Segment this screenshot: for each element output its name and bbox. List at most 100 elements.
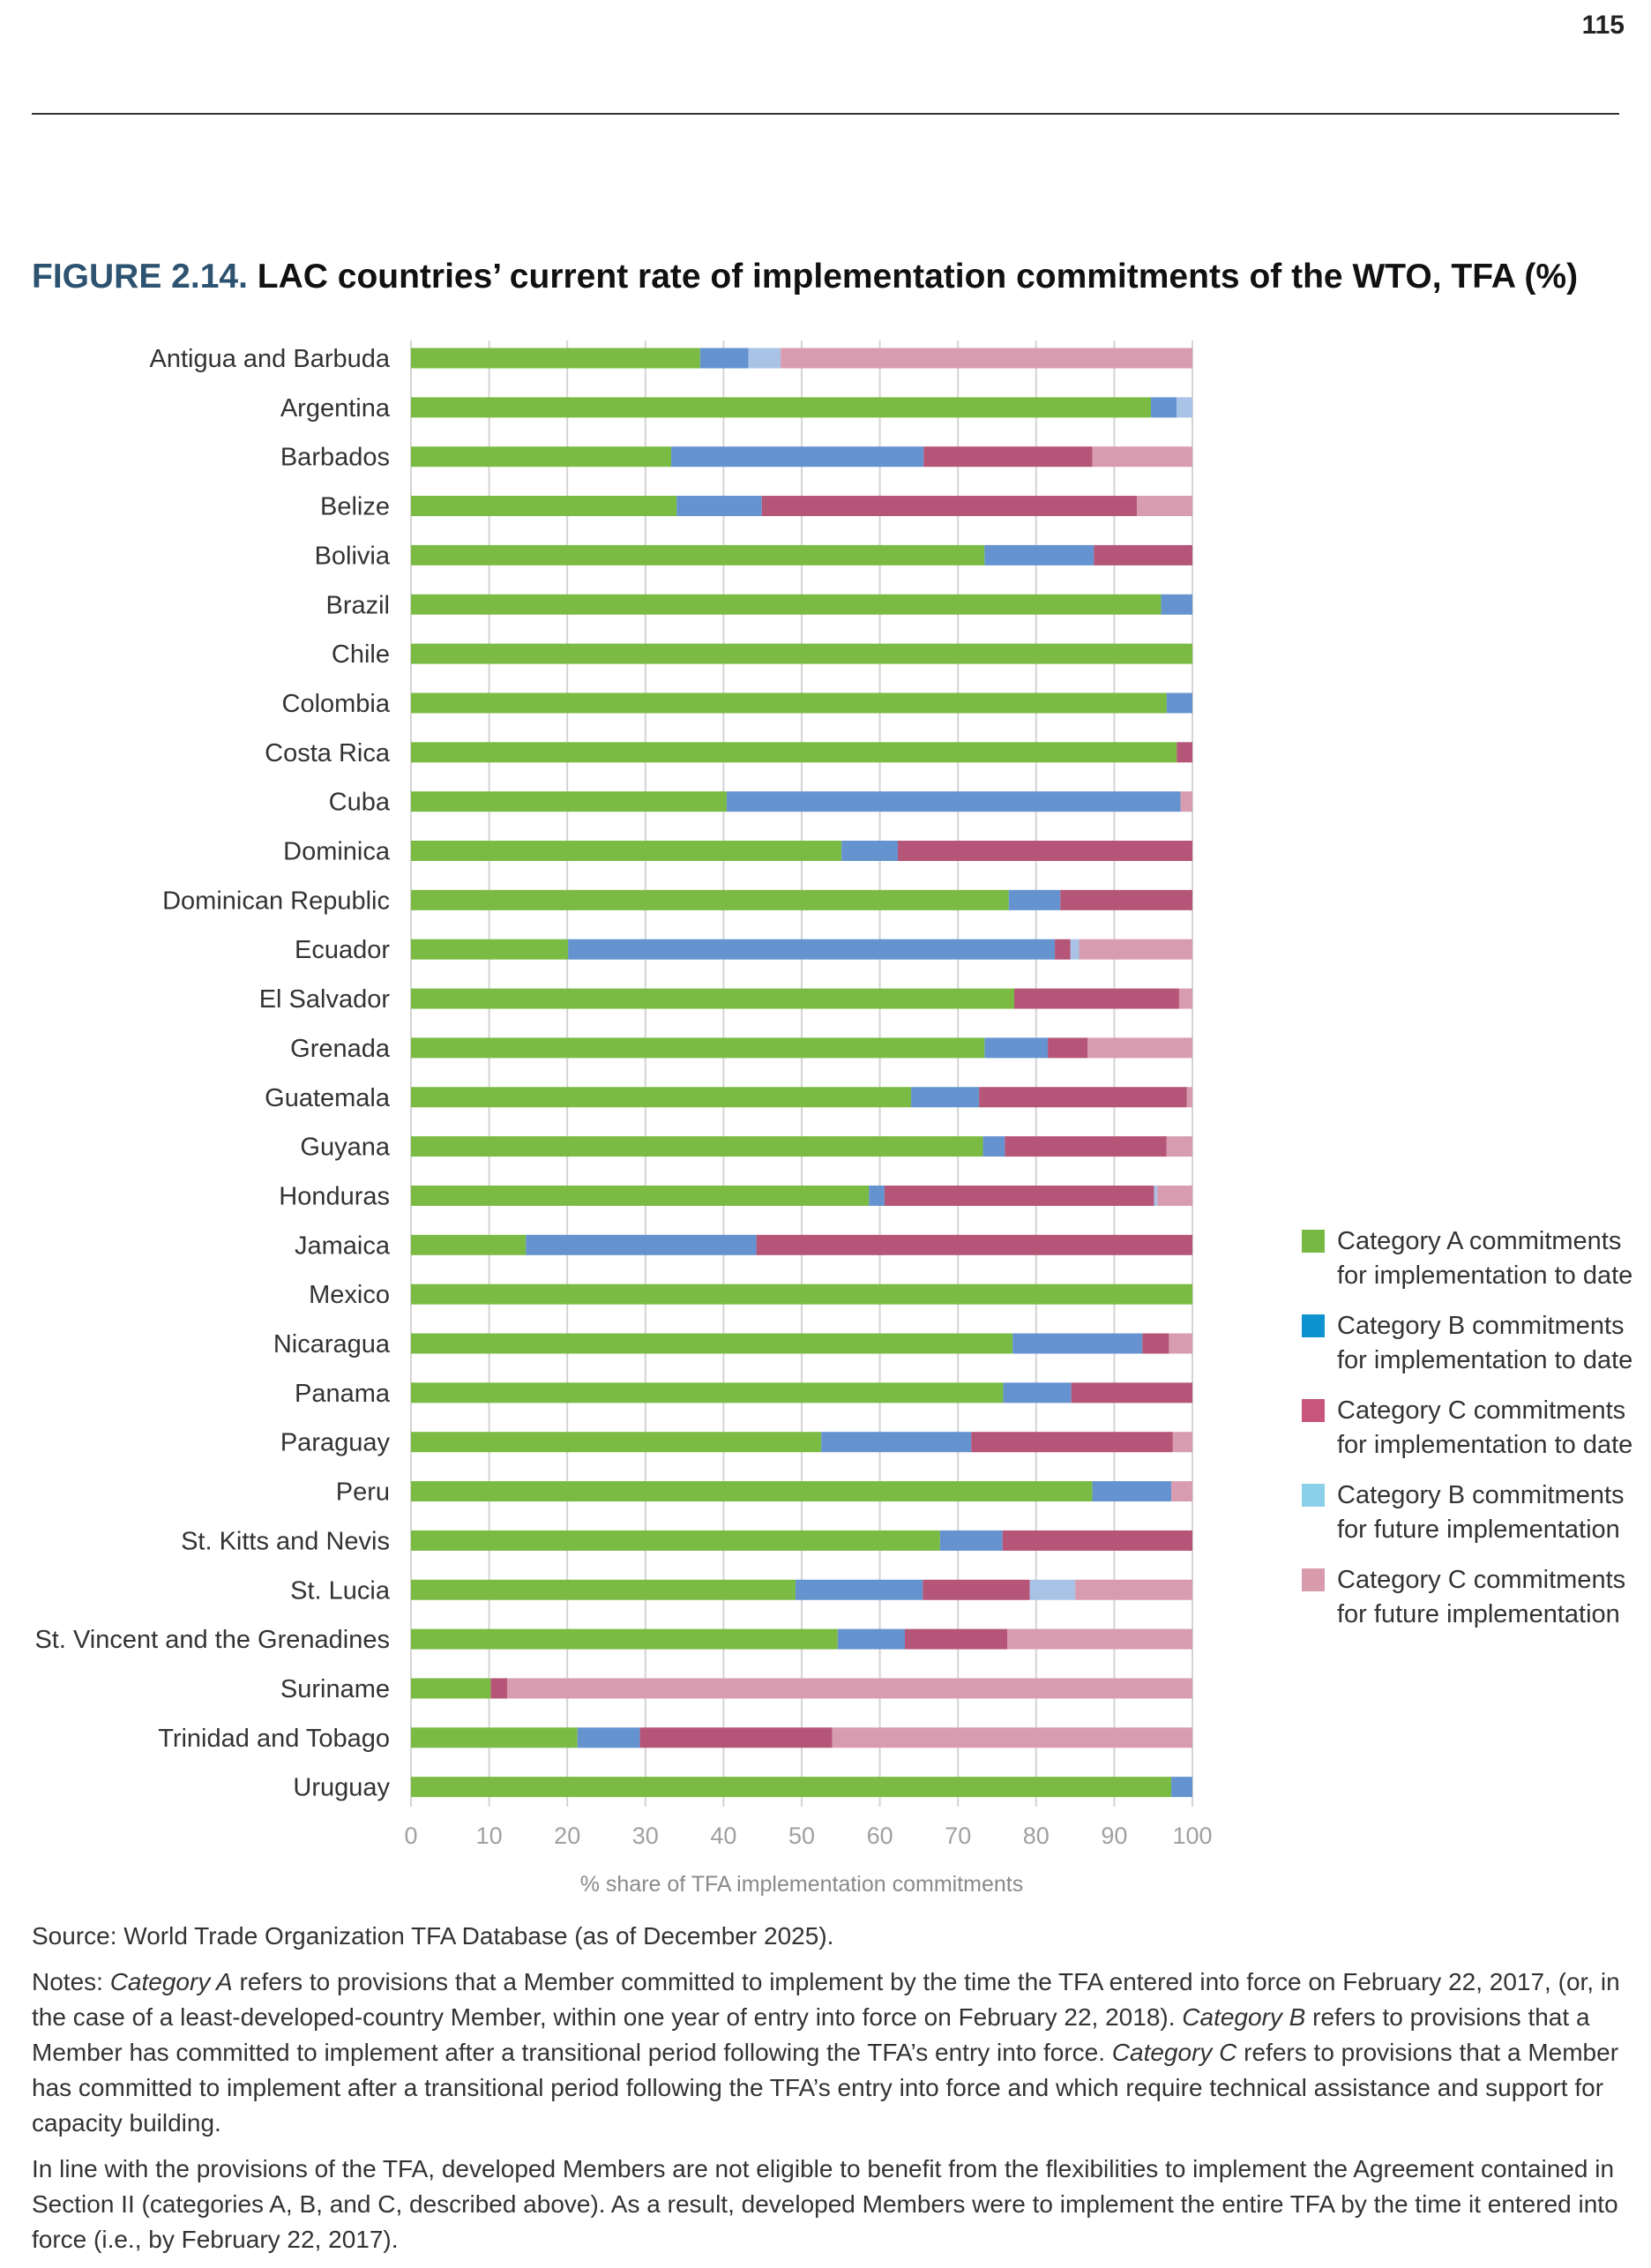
legend-item: Category A commitments for implementatio… <box>1302 1224 1637 1293</box>
legend-swatch <box>1302 1314 1325 1337</box>
x-tick-label: 20 <box>554 1823 580 1849</box>
category-label: St. Kitts and Nevis <box>181 1527 390 1555</box>
bar-segment <box>869 1185 885 1206</box>
bar-segment <box>911 1087 980 1108</box>
bar-segment <box>923 446 1093 468</box>
bars <box>411 348 1192 1798</box>
x-tick-labels: 0 10 20 30 40 50 60 70 80 90 100 <box>404 1823 1212 1849</box>
notes-text: refers to provisions that a Member has c… <box>32 2039 1619 2137</box>
bar-segment <box>1177 397 1192 418</box>
bar-segment <box>1003 1382 1072 1403</box>
bar-segment <box>832 1727 1192 1748</box>
notes-term: Category C <box>1111 2039 1237 2066</box>
bar-segment <box>1177 742 1192 763</box>
bar-segment <box>411 1481 1093 1502</box>
bar-segment <box>1169 1333 1192 1354</box>
category-label: Belize <box>320 493 390 521</box>
category-label: Peru <box>336 1478 390 1507</box>
bar-segment <box>923 1579 1030 1600</box>
bar-segment <box>1137 496 1192 517</box>
category-label: Panama <box>295 1380 391 1408</box>
bar-segment <box>1142 1333 1169 1354</box>
category-label: El Salvador <box>259 985 391 1014</box>
bar-segment <box>411 594 1162 615</box>
category-label: Bolivia <box>315 542 391 570</box>
bar-segment <box>904 1628 1008 1650</box>
legend-item: Category B commitments for future implem… <box>1302 1478 1637 1547</box>
bar-segment <box>490 1678 507 1699</box>
bar-segment <box>756 1234 1192 1255</box>
legend-swatch <box>1302 1568 1325 1591</box>
bar-segment <box>1002 1530 1192 1551</box>
bar-segment <box>411 939 569 960</box>
category-label: Uruguay <box>293 1774 390 1802</box>
category-label: Costa Rica <box>265 739 391 767</box>
category-label: Cuba <box>329 789 391 817</box>
notes-term: Category A <box>109 1968 233 1995</box>
bar-segment <box>1055 939 1071 960</box>
bar-segment <box>748 348 781 369</box>
bar-segment <box>979 1087 1187 1108</box>
source-note: Source: World Trade Organization TFA Dat… <box>32 1922 834 1950</box>
bar-segment <box>411 496 677 517</box>
bar-segment <box>821 1432 972 1453</box>
category-label: Dominican Republic <box>162 887 390 915</box>
bar-segment <box>411 1382 1004 1403</box>
bar-segment <box>984 544 1094 565</box>
category-label: Antigua and Barbuda <box>150 345 391 373</box>
bar-segment <box>411 544 985 565</box>
notes-paragraph-developed-members: In line with the provisions of the TFA, … <box>32 2155 1618 2253</box>
notes: Notes: Category A refers to provisions t… <box>32 1965 1628 2268</box>
stacked-bar-chart: Antigua and Barbuda Argentina Barbados Beli… <box>34 341 1213 1897</box>
bar-segment <box>411 1333 1013 1354</box>
category-label: Paraguay <box>280 1429 391 1457</box>
bar-segment <box>1005 1136 1167 1157</box>
bar-segment <box>1008 889 1061 910</box>
bar-segment <box>1171 1481 1192 1502</box>
header-rule <box>32 113 1619 115</box>
bar-segment <box>411 742 1177 763</box>
bar-segment <box>411 1185 870 1206</box>
bar-segment <box>1007 1628 1192 1650</box>
bar-segment <box>1060 889 1192 910</box>
x-tick-label: 0 <box>404 1823 417 1849</box>
bar-segment <box>1154 1185 1158 1206</box>
bar-segment <box>1157 1185 1192 1206</box>
bar-segment <box>1048 1037 1088 1059</box>
legend-item: Category C commitments for implementatio… <box>1302 1394 1637 1463</box>
bar-segment <box>411 446 672 468</box>
bar-segment <box>411 1777 1172 1798</box>
bar-segment <box>639 1727 833 1748</box>
bar-segment <box>411 1284 1192 1305</box>
figure-title-text: LAC countries’ current rate of implement… <box>257 258 1579 296</box>
bar-segment <box>699 348 749 369</box>
figure-number: FIGURE 2.14. <box>32 258 248 296</box>
category-label: Argentina <box>280 394 391 423</box>
x-tick-label: 100 <box>1172 1823 1212 1849</box>
bar-segment <box>1079 939 1192 960</box>
bar-segment <box>1012 1333 1143 1354</box>
bar-segment <box>506 1678 1192 1699</box>
x-axis-title: % share of TFA implementation commitment… <box>580 1872 1024 1897</box>
category-label: Brazil <box>325 591 390 619</box>
bar-segment <box>411 692 1167 714</box>
category-label: Guyana <box>300 1134 390 1162</box>
category-label: Trinidad and Tobago <box>158 1725 390 1753</box>
bar-segment <box>1172 1432 1192 1453</box>
legend-label: Category C commitments for future implem… <box>1337 1566 1626 1628</box>
bar-segment <box>971 1432 1173 1453</box>
bar-segment <box>411 1037 985 1059</box>
legend-swatch <box>1302 1399 1325 1422</box>
bar-segment <box>411 1432 822 1453</box>
notes-paragraph-definitions: Notes: Category A refers to provisions t… <box>32 1965 1628 2141</box>
bar-segment <box>411 988 1014 1009</box>
notes-text: refers to provisions that a Member has c… <box>32 2003 1590 2066</box>
bar-segment <box>1166 1136 1192 1157</box>
bar-segment <box>939 1530 1003 1551</box>
bar-segment <box>411 1087 912 1108</box>
bar-segment <box>982 1136 1005 1157</box>
bar-segment <box>837 1628 905 1650</box>
notes-text: refers to provisions that a Member commi… <box>32 1968 1620 2031</box>
bar-segment <box>411 1530 940 1551</box>
notes-term: Category B <box>1182 2003 1306 2031</box>
